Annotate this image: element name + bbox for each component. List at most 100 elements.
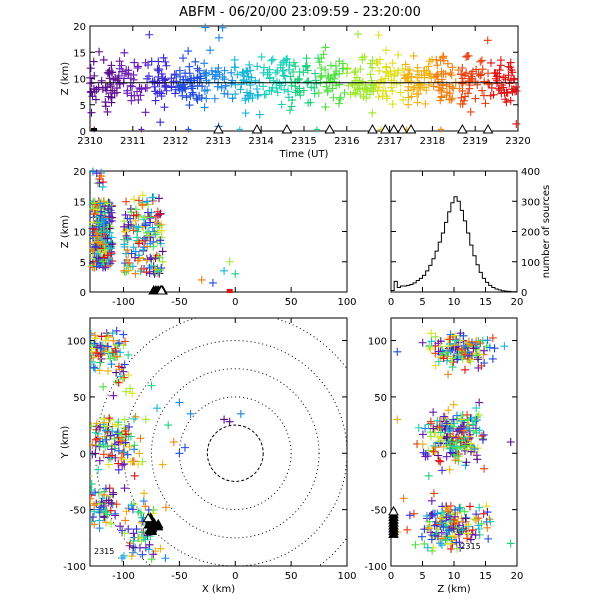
source-point <box>105 212 114 221</box>
plot-frame <box>89 317 348 567</box>
source-point <box>483 36 492 45</box>
source-point <box>284 93 293 102</box>
source-point <box>339 64 348 73</box>
source-point <box>259 82 268 91</box>
source-point <box>197 74 206 83</box>
source-point <box>388 59 397 68</box>
source-point <box>393 347 402 356</box>
source-point <box>141 58 150 67</box>
source-point <box>90 501 99 510</box>
source-point <box>452 411 461 420</box>
y-tick-label: 0 <box>80 449 86 460</box>
source-point <box>140 489 149 498</box>
source-point <box>228 94 237 103</box>
source-point <box>135 239 144 248</box>
source-point <box>131 412 140 421</box>
y-tick-label: 50 <box>374 393 387 404</box>
source-point <box>452 438 461 447</box>
chart-title: ABFM - 06/20/00 23:09:59 - 23:20:00 <box>179 5 421 20</box>
source-point <box>148 566 156 574</box>
source-point <box>103 83 112 92</box>
source-point <box>231 63 240 72</box>
source-point <box>449 524 458 533</box>
source-point <box>432 55 441 64</box>
source-point <box>195 66 204 75</box>
source-point <box>418 338 427 347</box>
source-point <box>90 442 92 444</box>
source-point <box>127 91 136 100</box>
source-point <box>400 74 409 83</box>
source-point <box>115 429 124 438</box>
source-point <box>435 86 444 95</box>
station-marker <box>457 123 468 134</box>
source-point <box>103 342 112 351</box>
source-point <box>396 88 405 97</box>
source-point <box>200 86 209 95</box>
source-point <box>120 48 129 57</box>
source-point <box>509 74 518 83</box>
source-point <box>90 494 95 503</box>
source-point <box>127 249 136 258</box>
source-point <box>246 89 255 98</box>
source-point <box>113 352 122 361</box>
source-point <box>404 82 413 91</box>
source-point <box>375 66 384 75</box>
source-point <box>245 60 254 69</box>
x-tick-label: 100 <box>337 571 356 582</box>
source-point <box>426 70 435 79</box>
source-point <box>332 67 341 76</box>
source-point <box>352 73 361 82</box>
source-point <box>129 414 138 423</box>
source-point <box>358 53 367 62</box>
source-point <box>138 201 147 210</box>
source-point <box>114 362 123 371</box>
y-tick-label: 0 <box>80 288 86 299</box>
source-point <box>129 226 138 235</box>
source-point <box>138 457 147 466</box>
source-point <box>90 421 96 430</box>
source-point <box>124 370 133 379</box>
source-point <box>96 358 105 367</box>
source-point <box>434 423 443 432</box>
source-point <box>451 456 460 465</box>
source-point <box>90 87 99 96</box>
source-point <box>100 347 109 356</box>
y-axis-label: Y (km) <box>60 426 71 460</box>
source-point <box>123 245 132 254</box>
source-point <box>148 223 157 232</box>
source-point <box>175 66 184 75</box>
source-point <box>508 68 517 77</box>
source-point <box>409 509 418 518</box>
source-point <box>155 65 164 74</box>
source-point <box>439 56 448 65</box>
source-point <box>452 538 461 547</box>
source-point <box>149 242 158 251</box>
source-point <box>115 79 124 88</box>
source-point <box>362 84 371 93</box>
source-point <box>101 442 110 451</box>
source-point <box>434 357 443 366</box>
source-point <box>213 82 222 91</box>
x-tick-label: 2311 <box>120 136 145 147</box>
source-point <box>453 544 462 553</box>
source-point <box>413 98 422 107</box>
source-point <box>326 61 335 70</box>
histogram-step <box>390 196 518 293</box>
source-point <box>317 64 326 72</box>
source-point <box>86 73 95 82</box>
source-point <box>469 344 478 353</box>
source-point <box>471 77 480 86</box>
source-point <box>103 342 112 351</box>
source-point <box>464 432 473 441</box>
source-point <box>149 550 158 559</box>
source-point <box>445 335 454 344</box>
source-point <box>470 515 479 524</box>
source-point <box>108 329 117 338</box>
source-point <box>97 76 106 85</box>
source-point <box>159 53 168 62</box>
source-point <box>113 339 122 348</box>
source-point <box>90 332 93 334</box>
source-point <box>164 421 173 430</box>
y-tick-label: 200 <box>521 228 540 239</box>
